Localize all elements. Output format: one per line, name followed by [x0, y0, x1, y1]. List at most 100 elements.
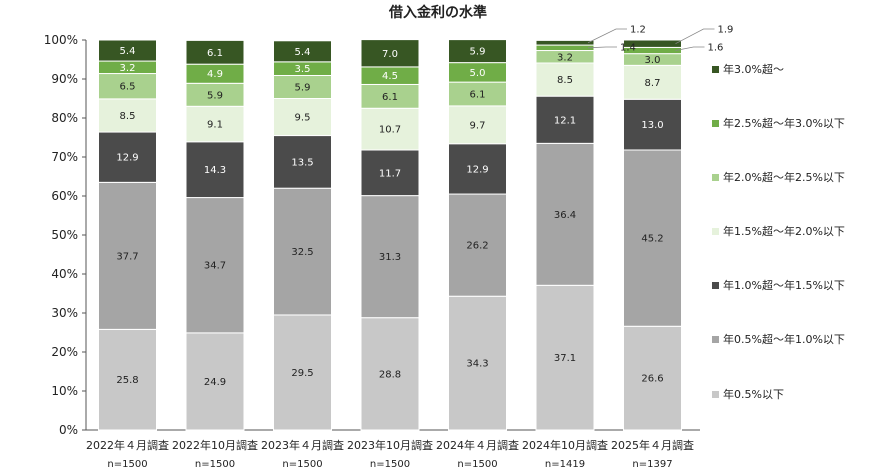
bar-segment [360, 149, 420, 197]
data-label: 4.5 [382, 71, 398, 82]
sample-size-label: n=1500 [195, 459, 235, 470]
bar-segment [535, 142, 595, 286]
callout-line [587, 46, 617, 49]
sample-size-label: n=1500 [282, 459, 322, 470]
bar-segment [535, 62, 595, 97]
data-label: 14.3 [204, 165, 226, 176]
data-label: 8.7 [645, 78, 661, 89]
callout-line [587, 28, 627, 44]
bar-segment [273, 135, 332, 189]
y-tick-label: 100% [44, 33, 78, 47]
data-label: 34.3 [466, 359, 488, 370]
bar-segment [623, 325, 682, 431]
x-tick-label: 2023年４月調査 [261, 438, 344, 452]
x-axis: 2022年４月調査 n=1500 2022年10月調査 n=1500 2023年４月調査… [86, 438, 694, 470]
data-label: 11.7 [379, 168, 401, 179]
legend-swatch [712, 282, 719, 289]
data-label: 5.9 [295, 82, 311, 93]
sample-size-label: n=1500 [457, 459, 497, 470]
data-label: 9.5 [295, 113, 311, 124]
bar-segment [360, 39, 420, 68]
y-tick-label: 60% [51, 189, 78, 203]
bar-segment [448, 193, 507, 297]
bar-segment [185, 332, 245, 431]
data-label: 12.9 [466, 164, 488, 175]
data-label: 5.9 [207, 90, 223, 101]
bar-segment [623, 64, 682, 100]
bar-segment [185, 39, 245, 65]
data-label: 28.8 [379, 369, 401, 380]
bar-segment [185, 105, 245, 143]
bar-segment [448, 295, 507, 431]
data-label: 3.0 [645, 55, 661, 66]
x-tick-label: 2024年10月調査 [522, 438, 608, 452]
data-label: 13.0 [641, 120, 663, 131]
data-label: 4.9 [207, 69, 223, 80]
data-label: 8.5 [557, 75, 573, 86]
x-tick-label: 2022年４月調査 [86, 438, 169, 452]
bar-segment [98, 39, 157, 62]
data-label: 31.3 [379, 252, 401, 263]
x-tick-label: 2022年10月調査 [172, 438, 258, 452]
bar-segment [535, 39, 595, 46]
legend: 年0.5%以下 年0.5%超～年1.0%以下年1.0%超～年1.5%以下年1.5%… [712, 62, 845, 401]
bar-segment [360, 195, 420, 319]
bar-segment [98, 73, 157, 100]
bar-segment [448, 143, 507, 195]
data-label: 25.8 [116, 375, 138, 386]
bar-segment [360, 107, 420, 151]
data-labels: 25.8 37.7 12.9 8.5 6.5 3.2 5.4 24.9 34.7 14.3 9.1 5… [116, 25, 733, 388]
sample-size-label: n=1500 [370, 459, 410, 470]
data-label: 3.5 [295, 64, 311, 75]
bar-segment [98, 131, 157, 183]
legend-label: 年0.5%以下 [723, 387, 784, 401]
data-label: 3.2 [120, 63, 136, 74]
data-label: 5.0 [470, 68, 486, 79]
y-tick-label: 40% [51, 267, 78, 281]
x-tick-label: 2024年４月調査 [436, 438, 519, 452]
data-label: 12.9 [116, 153, 138, 164]
bar-segment [98, 98, 157, 133]
bar-segment [623, 98, 682, 151]
data-label: 6.1 [470, 90, 486, 101]
legend-swatch [712, 174, 719, 181]
y-tick-label: 0% [59, 423, 78, 437]
data-label: 3.2 [557, 52, 573, 63]
legend-swatch [712, 391, 719, 398]
data-label: 26.2 [466, 241, 488, 252]
bar-segment [448, 39, 507, 64]
bar-segment [273, 314, 332, 431]
legend-label: 年2.0%超～年2.5%以下 [723, 170, 845, 184]
bar-segment [535, 44, 595, 52]
bar-segment [448, 105, 507, 145]
legend-label: 年2.5%超～年3.0%以下 [723, 116, 845, 130]
legend-swatch [712, 120, 719, 127]
data-label: 5.9 [470, 47, 486, 58]
bar-segment [623, 39, 682, 48]
y-tick-label: 10% [51, 384, 78, 398]
sample-size-label: n=1419 [545, 459, 585, 470]
data-label: 6.1 [207, 48, 223, 59]
data-label: 1.6 [708, 43, 724, 54]
data-label: 10.7 [379, 125, 401, 136]
legend-label: 年1.0%超～年1.5%以下 [723, 278, 845, 292]
data-label: 9.7 [470, 120, 486, 131]
y-tick-label: 70% [51, 150, 78, 164]
y-tick-label: 80% [51, 111, 78, 125]
data-label: 36.4 [554, 210, 576, 221]
bar-segment [535, 284, 595, 431]
data-label: 37.7 [116, 251, 138, 262]
data-label: 5.4 [295, 47, 311, 58]
chart-title: 借入金利の水準 [388, 4, 487, 21]
data-label: 6.1 [382, 92, 398, 103]
bar-segment [98, 181, 157, 330]
data-label: 26.6 [641, 374, 663, 385]
callout-line [675, 28, 715, 45]
bar-segment [360, 317, 420, 431]
legend-swatch [712, 228, 719, 235]
sample-size-label: n=1397 [632, 459, 672, 470]
bar-segment [185, 197, 245, 334]
callout-line [675, 46, 705, 51]
data-label: 24.9 [204, 377, 226, 388]
